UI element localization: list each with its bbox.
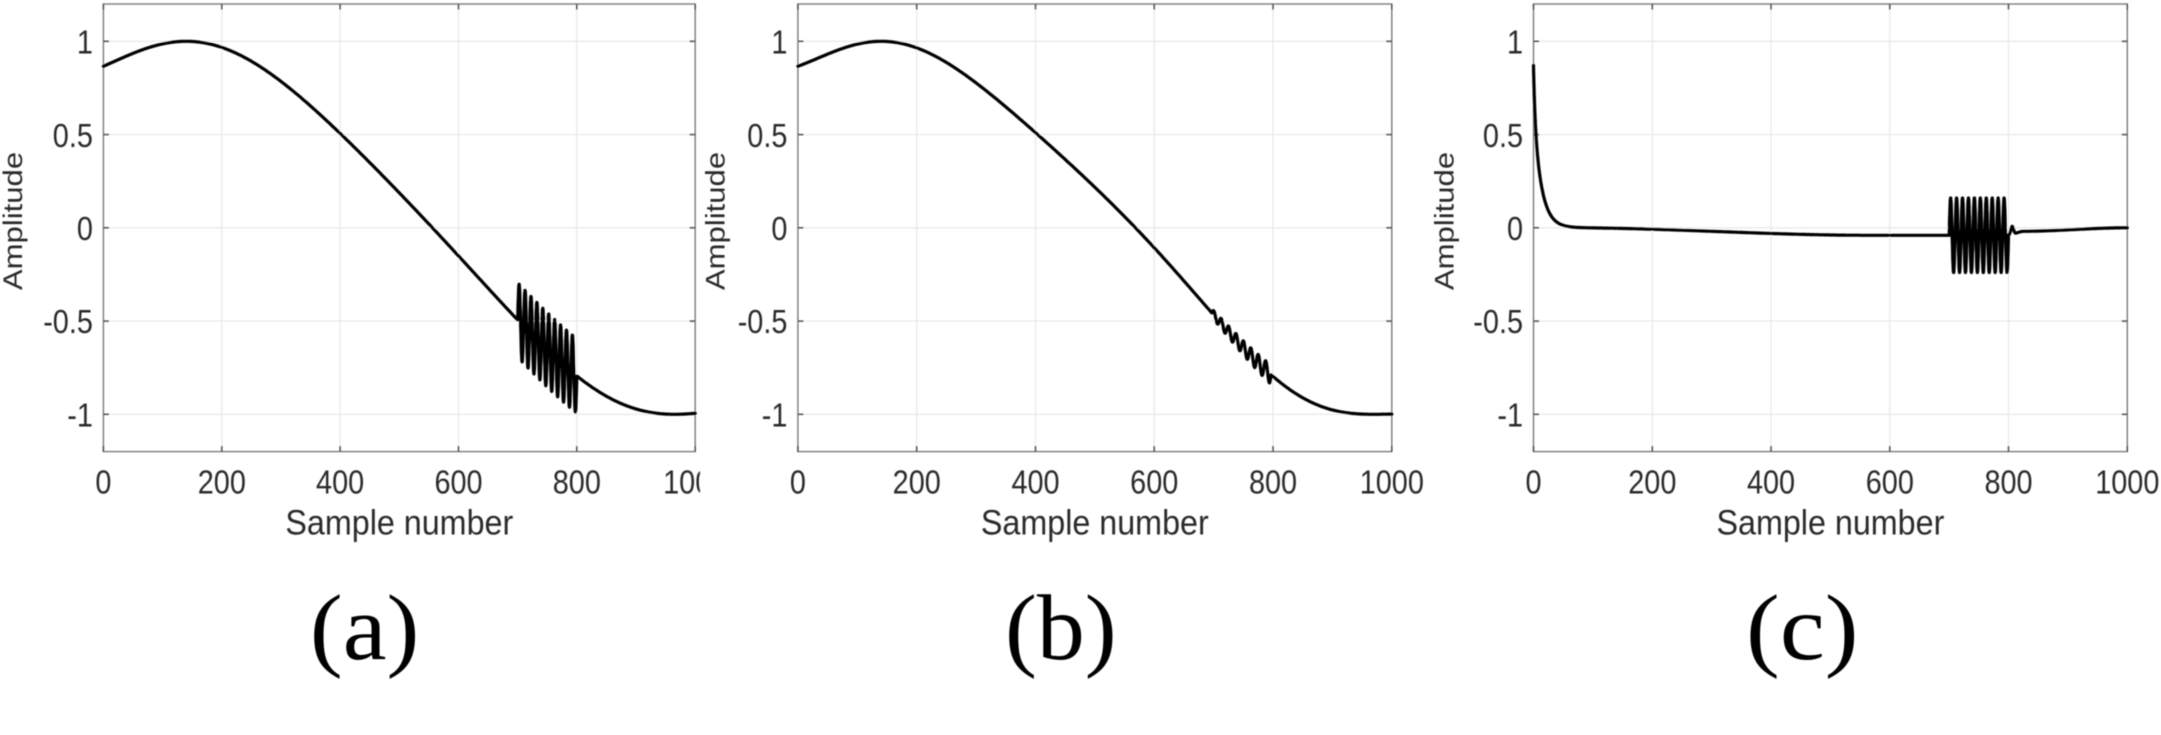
svg-text:-1: -1 xyxy=(1497,396,1523,434)
svg-text:0: 0 xyxy=(790,463,806,501)
svg-text:200: 200 xyxy=(198,463,246,501)
svg-text:Amplitude: Amplitude xyxy=(701,152,731,290)
svg-text:0: 0 xyxy=(1525,463,1541,501)
svg-text:400: 400 xyxy=(1747,463,1795,501)
svg-text:1000: 1000 xyxy=(1360,463,1424,501)
svg-text:0: 0 xyxy=(771,210,787,248)
svg-text:600: 600 xyxy=(434,463,482,501)
svg-text:1: 1 xyxy=(771,23,787,61)
svg-text:800: 800 xyxy=(553,463,601,501)
svg-text:0.5: 0.5 xyxy=(1483,117,1523,155)
svg-text:800: 800 xyxy=(1249,463,1297,501)
svg-text:1000: 1000 xyxy=(2095,463,2159,501)
svg-text:Sample number: Sample number xyxy=(981,503,1209,543)
svg-text:200: 200 xyxy=(1628,463,1676,501)
svg-text:-0.5: -0.5 xyxy=(738,303,788,341)
svg-text:0: 0 xyxy=(95,463,111,501)
svg-text:0: 0 xyxy=(1507,210,1523,248)
svg-text:-1: -1 xyxy=(67,396,93,434)
svg-text:800: 800 xyxy=(1984,463,2032,501)
svg-text:(a): (a) xyxy=(310,577,419,680)
svg-text:600: 600 xyxy=(1130,463,1178,501)
svg-text:-1: -1 xyxy=(762,396,788,434)
svg-text:Amplitude: Amplitude xyxy=(1430,152,1460,290)
svg-text:400: 400 xyxy=(1011,463,1059,501)
svg-text:400: 400 xyxy=(316,463,364,501)
svg-text:Amplitude: Amplitude xyxy=(0,152,28,290)
svg-text:200: 200 xyxy=(893,463,941,501)
svg-text:(b): (b) xyxy=(1005,577,1117,679)
svg-text:-0.5: -0.5 xyxy=(1473,303,1523,341)
svg-text:Sample number: Sample number xyxy=(1716,503,1944,543)
svg-text:(c): (c) xyxy=(1746,577,1858,680)
svg-text:-0.5: -0.5 xyxy=(43,303,93,341)
svg-text:0: 0 xyxy=(77,210,93,248)
svg-text:1: 1 xyxy=(77,23,93,61)
svg-text:0.5: 0.5 xyxy=(53,117,93,155)
svg-text:Sample number: Sample number xyxy=(285,503,513,543)
svg-text:600: 600 xyxy=(1866,463,1914,501)
svg-text:1: 1 xyxy=(1507,23,1523,61)
svg-text:0.5: 0.5 xyxy=(747,117,787,155)
